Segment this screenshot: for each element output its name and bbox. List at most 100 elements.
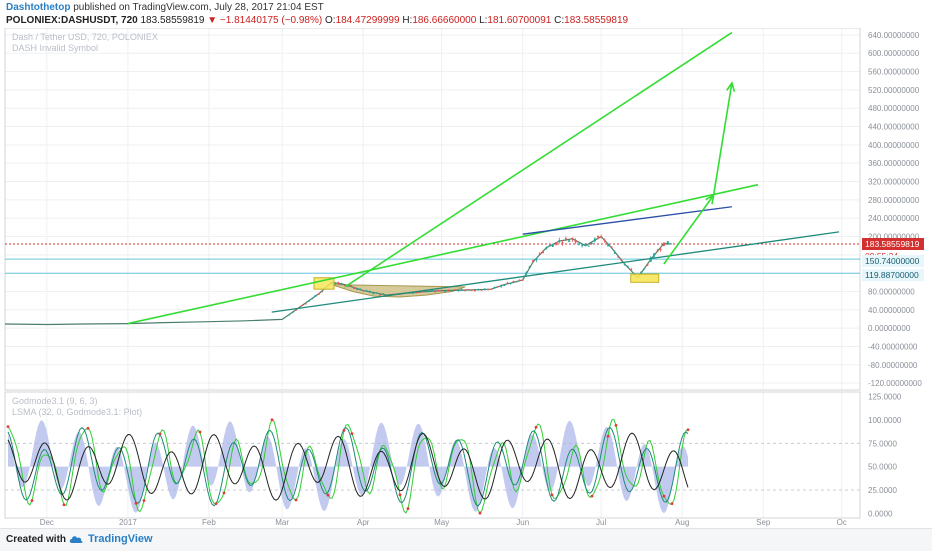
candle-body [321,291,324,293]
candle-body [467,289,470,291]
candle-body [340,283,343,285]
projection-arrows [663,81,736,265]
candle-body [444,290,447,292]
x-tick-label: Feb [202,518,216,527]
oscillator-axis[interactable]: 0.0000 25.0000 50.0000 75.0000 100.0000 125.0… [868,393,902,519]
candle-body [545,247,548,250]
candle-body [375,292,378,294]
chart-title: Dash / Tether USD, 720, POLONIEX [12,32,158,42]
publish-info: published on TradingView.com, July 28, 2… [73,2,324,13]
candle-body [541,251,544,253]
candle-body [473,290,476,292]
candle-body [607,244,610,247]
candle-body [515,281,518,283]
candle-body [483,288,486,291]
close-label: C: [554,15,565,26]
candle-body [291,312,294,314]
candle-body [587,245,590,247]
osc-signal-dot [214,502,218,506]
osc-signal-dot [398,493,402,497]
osc-signal-dot [534,425,538,429]
osc-signal-dot [662,494,666,498]
candle-body [460,289,463,291]
last-price-label: 183.58559819 [865,239,920,249]
close-value: 183.58559819 [564,15,629,26]
price-change: ▼ −1.81440175 (−0.98%) [207,15,323,26]
candle-body [577,243,580,245]
candle-body [646,264,649,266]
candle-body [518,279,521,281]
oscillator-pane-frame [4,391,861,519]
candle-body [490,288,493,290]
candle-body [521,279,524,281]
invalid-symbol-note: DASH Invalid Symbol [12,43,98,53]
candle-body [411,292,414,294]
y-tick-label: 200.00000000 [868,232,920,241]
x-tick-label: Aug [675,518,689,527]
candle-body [301,304,304,306]
osc-signal-dot [406,507,410,510]
cup-shape [331,284,466,298]
candle-body [307,300,310,302]
time-axis[interactable]: Dec 2017 Feb Mar Apr May Jun Jul Aug Sep Oc [40,518,847,527]
osc-line-black [7,432,689,501]
candle-body [288,314,291,316]
author-link[interactable]: Dashtothetop [6,2,71,13]
osc-tick-label: 50.0000 [868,463,897,472]
candle-body [558,240,561,242]
osc-signal-dot [614,424,618,427]
chart-background [0,28,932,528]
horizontal-levels [5,243,860,274]
osc-signal-dot [134,501,138,505]
candle-body [343,285,346,287]
candle-body [359,288,362,291]
tradingview-cloud-icon [69,536,83,543]
candle-body [431,290,434,292]
level1-label-bg [862,255,924,268]
candle-body [450,290,453,292]
candle-body [493,286,496,288]
symbol-header: POLONIEX:DASHUSDT, 720 183.58559819 ▼ −1… [6,15,628,26]
candle-body [294,309,297,311]
osc-signal-dot [326,493,330,497]
oscillator-legend-1: Godmode3.1 (9, 6, 3) [12,396,98,406]
open-label: O: [325,15,336,26]
candle-body [368,291,371,293]
x-tick-label: Sep [756,518,771,527]
cup-pattern [331,284,466,298]
y-tick-label: 80.00000000 [868,287,915,296]
osc-signal-dot [550,493,554,497]
osc-tick-label: 100.0000 [868,416,902,425]
osc-signal-dot [142,499,146,502]
candle-body [532,260,535,263]
highlight-box-march [313,277,335,290]
y-tick-label: 440.00000000 [868,123,920,132]
candle-body [590,242,593,244]
x-tick-label: Oc [837,518,847,527]
candle-body [415,292,418,294]
candle-body [666,241,669,245]
candles [288,234,669,316]
chart-canvas[interactable]: -120.00000000 -80.00000000 -40.00000000 0.0… [0,28,932,528]
green-trendline-steep [344,31,733,288]
y-tick-label: 0.00000000 [868,324,911,333]
trendlines[interactable] [127,31,840,325]
footer-bar: Created with TradingView [0,528,932,551]
tradingview-brand[interactable]: TradingView [68,533,153,545]
candle-body [581,245,584,247]
y-tick-label: 40.00000000 [868,306,915,315]
osc-signal-dot [342,429,346,432]
projection-arrow-shaft [712,82,733,196]
candle-body [564,238,567,240]
candle-body [365,290,368,292]
candle-body [464,289,467,291]
osc-tick-label: 75.0000 [868,439,897,448]
osc-signal-dot [478,511,482,515]
candle-body [314,295,317,297]
candle-body [418,291,421,293]
candle-body [574,240,577,243]
projection-arrow-head [726,81,736,92]
candle-body [480,289,483,291]
candle-body [350,285,353,287]
candle-body [600,236,603,238]
